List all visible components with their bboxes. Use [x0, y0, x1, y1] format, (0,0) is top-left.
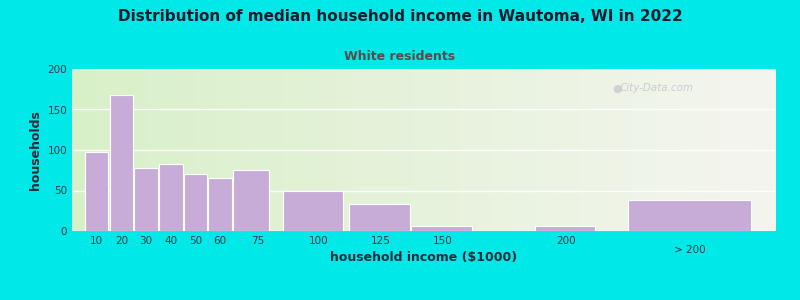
- Bar: [85, 152, 109, 231]
- Text: > 200: > 200: [674, 245, 706, 255]
- Bar: [134, 168, 158, 231]
- Bar: [350, 204, 410, 231]
- Bar: [629, 200, 750, 231]
- Bar: [110, 95, 133, 231]
- Text: ●: ●: [613, 83, 622, 93]
- Bar: [411, 226, 471, 231]
- Bar: [534, 226, 595, 231]
- Bar: [184, 174, 207, 231]
- Bar: [233, 170, 269, 231]
- Bar: [209, 178, 232, 231]
- Bar: [159, 164, 182, 231]
- X-axis label: household income ($1000): household income ($1000): [330, 251, 518, 264]
- Y-axis label: households: households: [29, 110, 42, 190]
- Text: Distribution of median household income in Wautoma, WI in 2022: Distribution of median household income …: [118, 9, 682, 24]
- Text: White residents: White residents: [345, 50, 455, 62]
- Text: City-Data.com: City-Data.com: [619, 83, 694, 93]
- Bar: [282, 190, 343, 231]
